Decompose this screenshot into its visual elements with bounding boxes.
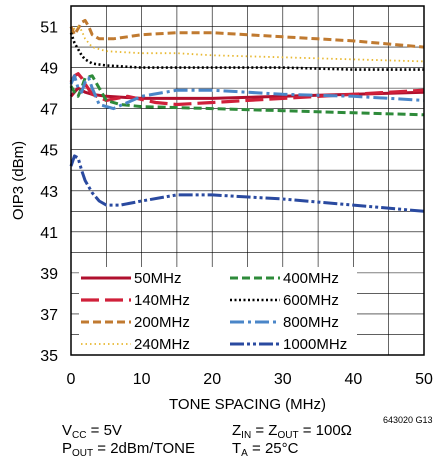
pout-symbol: P: [62, 440, 73, 457]
y-tick-label: 51: [40, 20, 58, 37]
y-tick-label: 35: [40, 348, 58, 365]
legend-label-1000MHz: 1000MHz: [283, 336, 347, 353]
condition-impedance: ZIN = ZOUT = 100Ω: [232, 422, 352, 441]
series-line-1000MHz: [69, 154, 425, 213]
zin-symbol: Z: [232, 422, 242, 439]
plot-frame: [70, 5, 425, 356]
series-line-400MHz: [69, 74, 425, 117]
y-axis-title: OIP3 (dBm): [10, 141, 27, 220]
condition-vcc: VCC = 5V: [62, 422, 122, 441]
zout-symbol: = Z: [251, 422, 278, 439]
x-tick-labels: 0 10 20 30 40 50: [67, 371, 433, 388]
y-tick-label: 39: [40, 266, 58, 283]
legend-label-400MHz: 400MHz: [283, 270, 339, 287]
legend-label-50MHz: 50MHz: [134, 270, 182, 287]
ta-subscript: A: [241, 448, 248, 459]
series-line-140MHz: [69, 72, 425, 107]
legend-label-600MHz: 600MHz: [283, 292, 339, 309]
y-tick-label: 45: [40, 143, 58, 160]
pout-subscript: OUT: [72, 448, 94, 459]
y-tick-label: 37: [40, 307, 58, 324]
legend-label-240MHz: 240MHz: [134, 336, 190, 353]
y-tick-labels: 35 37 39 41 43 45 47 49 51: [40, 20, 58, 365]
x-tick-label: 0: [67, 371, 76, 388]
series-line-50MHz: [69, 86, 425, 100]
series-line-200MHz: [69, 18, 425, 49]
y-tick-label: 43: [40, 184, 58, 201]
legend-background: [79, 267, 357, 355]
legend: 50MHz 140MHz 200MHz 240MHz 400MHz 600MHz 800MH…: [81, 270, 347, 353]
x-tick-label: 50: [415, 371, 433, 388]
y-tick-label: 47: [40, 102, 58, 119]
x-axis-title: TONE SPACING (MHz): [169, 396, 326, 413]
x-tick-label: 30: [274, 371, 292, 388]
series-line-600MHz: [69, 32, 424, 71]
x-tick-label: 40: [345, 371, 363, 388]
condition-pout: POUT = 2dBm/TONE: [62, 440, 195, 459]
vcc-symbol: V: [62, 422, 73, 439]
y-tick-label: 49: [40, 61, 58, 78]
ta-symbol: T: [232, 440, 242, 457]
legend-label-800MHz: 800MHz: [283, 314, 339, 331]
condition-ta: TA = 25°C: [232, 440, 299, 459]
figure-id: 643020 G13: [383, 415, 433, 425]
ta-value: = 25°C: [247, 440, 299, 457]
legend-label-140MHz: 140MHz: [134, 292, 190, 309]
vcc-value: = 5V: [86, 422, 122, 439]
x-tick-label: 20: [203, 371, 221, 388]
series-line-240MHz: [70, 25, 425, 63]
zin-subscript: IN: [241, 430, 252, 441]
y-tick-label: 41: [40, 225, 58, 242]
zout-subscript: OUT: [277, 430, 299, 441]
x-tick-label: 10: [133, 371, 151, 388]
vcc-subscript: CC: [72, 430, 87, 441]
impedance-value: = 100Ω: [298, 422, 352, 439]
legend-label-200MHz: 200MHz: [134, 314, 190, 331]
pout-value: = 2dBm/TONE: [93, 440, 195, 457]
series-line-800MHz: [69, 74, 425, 111]
series-layer: [69, 18, 425, 213]
